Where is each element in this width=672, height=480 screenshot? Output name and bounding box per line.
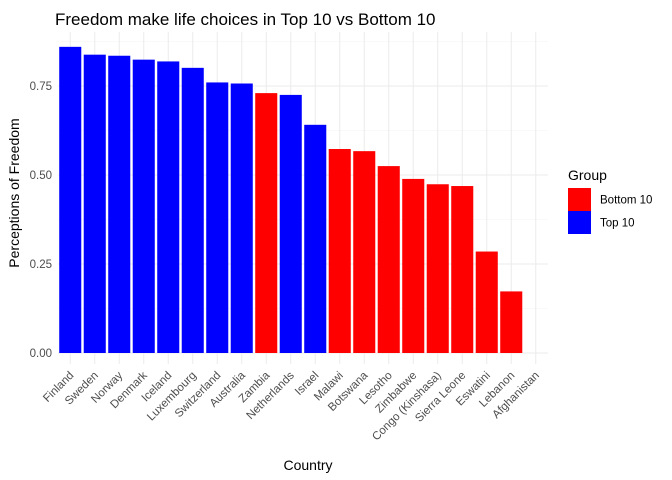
y-tick-label: 0.50: [30, 170, 52, 182]
gridlines: [58, 32, 548, 364]
legend: Group Bottom 10 Top 10: [568, 167, 652, 234]
y-tick-label: 0.25: [30, 259, 52, 271]
y-axis-title: Perceptions of Freedom: [6, 118, 22, 267]
bar-malawi: [328, 149, 351, 353]
bar-luxembourg: [181, 67, 204, 354]
bar-australia: [230, 83, 253, 354]
bar-sweden: [83, 54, 106, 354]
chart-title: Freedom make life choices in Top 10 vs B…: [55, 10, 435, 29]
bar-iceland: [157, 61, 180, 353]
bar-botswana: [353, 151, 376, 353]
bar-finland: [59, 46, 82, 354]
bar-switzerland: [206, 82, 229, 353]
bar-congo-kinshasa-: [426, 184, 449, 353]
y-tick-label: 0.75: [30, 81, 52, 93]
bar-israel: [304, 124, 327, 353]
legend-label: Bottom 10: [600, 195, 652, 207]
legend-key: [568, 188, 591, 211]
bar-sierra-leone: [451, 186, 474, 353]
y-axis-ticks: 0.00 0.25 0.50 0.75: [30, 81, 52, 360]
bar-eswatini: [475, 251, 498, 353]
x-axis-title: Country: [283, 457, 332, 473]
bar-norway: [108, 55, 131, 354]
bar-lebanon: [500, 291, 523, 353]
bar-denmark: [132, 59, 155, 353]
bar-zambia: [255, 93, 278, 354]
bar-lesotho: [377, 166, 400, 353]
bars: [59, 46, 523, 354]
legend-title: Group: [568, 167, 607, 183]
legend-label: Top 10: [600, 218, 635, 230]
legend-key: [568, 211, 591, 234]
bar-netherlands: [279, 94, 302, 354]
y-tick-label: 0.00: [30, 348, 52, 360]
bar-zimbabwe: [402, 178, 425, 353]
x-axis-ticks: FinlandSwedenNorwayDenmarkIcelandLuxembo…: [41, 369, 542, 443]
